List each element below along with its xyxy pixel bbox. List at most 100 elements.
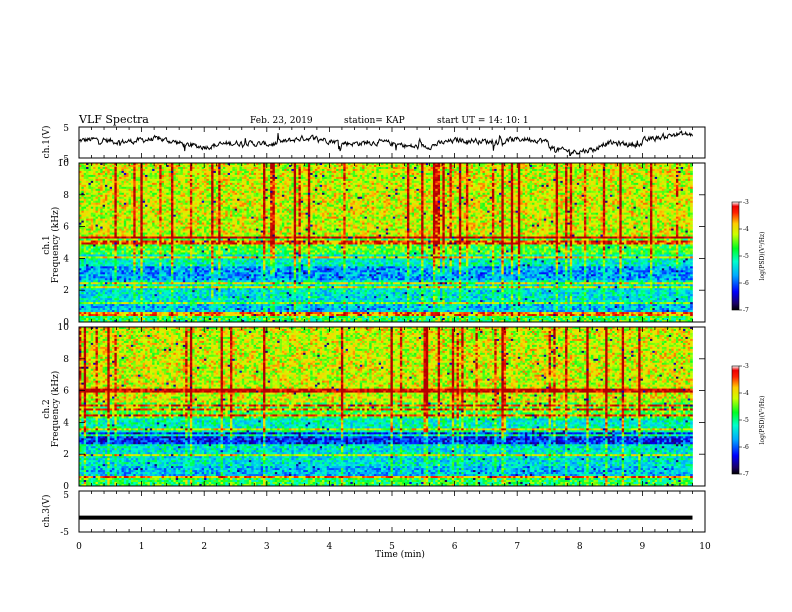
spectrogram-cell — [81, 171, 84, 173]
spectrogram-cell — [626, 167, 629, 169]
spectrogram-cell — [650, 169, 653, 171]
spectrogram-cell — [570, 167, 573, 169]
spectrogram-cell — [657, 167, 660, 169]
spectrogram-cell — [320, 169, 323, 171]
spectrogram-cell — [272, 167, 275, 169]
spectrogram-cell — [501, 167, 504, 169]
spectrogram-cell — [513, 169, 516, 171]
spectrogram-cell — [652, 167, 655, 169]
spectrogram-cell — [96, 169, 99, 171]
spectrogram-cell — [664, 169, 667, 171]
spectrogram-cell — [475, 169, 478, 171]
spectrogram-cell — [622, 167, 625, 169]
spectrogram-cell — [617, 167, 620, 169]
spectrogram-cell — [445, 169, 448, 171]
spectrogram-cell — [140, 171, 143, 173]
spectrogram-cell — [362, 167, 365, 169]
spectrogram-cell — [169, 167, 172, 169]
spectrogram-cell — [667, 167, 670, 169]
spectrogram-cell — [275, 167, 278, 169]
spectrogram-cell — [291, 169, 294, 171]
spectrogram-cell — [355, 169, 358, 171]
spectrogram-cell — [421, 169, 424, 171]
spectrogram-cell — [667, 169, 670, 171]
spectrogram-cell — [596, 169, 599, 171]
spectrogram-cell — [419, 167, 422, 169]
spectrogram-cell — [117, 167, 120, 169]
spectrogram-cell — [367, 169, 370, 171]
spectrogram-cell — [185, 169, 188, 171]
spectrogram-cell — [86, 167, 89, 169]
spectrogram-cell — [497, 169, 500, 171]
spectrogram-cell — [402, 167, 405, 169]
spectrogram-cell — [81, 167, 84, 169]
spectrogram-cell — [615, 169, 618, 171]
spectrogram-cell — [438, 167, 441, 169]
spectrogram-cell — [143, 171, 146, 173]
spectrogram-cell — [251, 167, 254, 169]
spectrogram-cell — [414, 167, 417, 169]
spectrogram-cell — [674, 167, 677, 169]
spectrogram-cell — [624, 167, 627, 169]
spectrogram-cell — [544, 169, 547, 171]
spectrogram-cell — [539, 169, 542, 171]
spectrogram-cell — [121, 167, 124, 169]
spectrogram-cell — [129, 169, 132, 171]
spectrogram-cell — [190, 169, 193, 171]
spectrogram-cell — [93, 169, 96, 171]
spectrogram-cell — [336, 167, 339, 169]
spectrogram-cell — [131, 167, 134, 169]
spectrogram-cell — [339, 167, 342, 169]
spectrogram-cell — [110, 167, 113, 169]
spectrogram-cell — [185, 167, 188, 169]
spectrogram-cell — [645, 167, 648, 169]
spectrogram-cell — [671, 167, 674, 169]
spectrogram-cell — [360, 169, 363, 171]
spectrogram-cell — [178, 171, 181, 173]
spectrogram-cell — [480, 167, 483, 169]
spectrogram-cell — [447, 169, 450, 171]
spectrogram-cell — [258, 169, 261, 171]
spectrogram-cell — [301, 167, 304, 169]
spectrogram-cell — [169, 171, 172, 173]
spectrogram-cell — [195, 169, 198, 171]
spectrogram-cell — [334, 169, 337, 171]
spectrogram-cell — [376, 167, 379, 169]
spectrogram-cell — [466, 167, 469, 169]
spectrogram-cell — [112, 167, 115, 169]
spectrogram-cell — [348, 167, 351, 169]
spectrogram-cell — [652, 169, 655, 171]
spectrogram-cell — [162, 167, 165, 169]
spectrogram-cell — [516, 169, 519, 171]
spectrogram-cell — [464, 169, 467, 171]
spectrogram-cell — [490, 167, 493, 169]
spectrogram-cell — [225, 167, 228, 169]
spectrogram-cell — [199, 171, 202, 173]
spectrogram-cell — [86, 171, 89, 173]
spectrogram-cell — [117, 169, 120, 171]
spectrogram-cell — [188, 171, 191, 173]
spectrogram-cell — [213, 169, 216, 171]
spectrogram-cell — [523, 169, 526, 171]
spectrogram-cell — [84, 169, 87, 171]
spectrogram-cell — [504, 167, 507, 169]
spectrogram-cell — [478, 169, 481, 171]
spectrogram-cell — [468, 169, 471, 171]
spectrogram-cell — [619, 169, 622, 171]
spectrogram-cell — [617, 169, 620, 171]
spectrogram-cell — [442, 169, 445, 171]
spectrogram-cell — [107, 171, 110, 173]
spectrogram-cell — [428, 169, 431, 171]
spectrogram-cell — [610, 169, 613, 171]
spectrogram-cell — [431, 169, 434, 171]
spectrogram-cell — [129, 171, 132, 173]
spectrogram-cell — [121, 169, 124, 171]
spectrogram-cell — [195, 167, 198, 169]
spectrogram-cell — [428, 167, 431, 169]
spectrogram-cell — [155, 167, 158, 169]
spectrogram-cell — [237, 167, 240, 169]
spectrogram-cell — [131, 169, 134, 171]
spectrogram-cell — [461, 169, 464, 171]
spectrogram-cell — [258, 167, 261, 169]
spectrogram-cell — [211, 171, 214, 173]
